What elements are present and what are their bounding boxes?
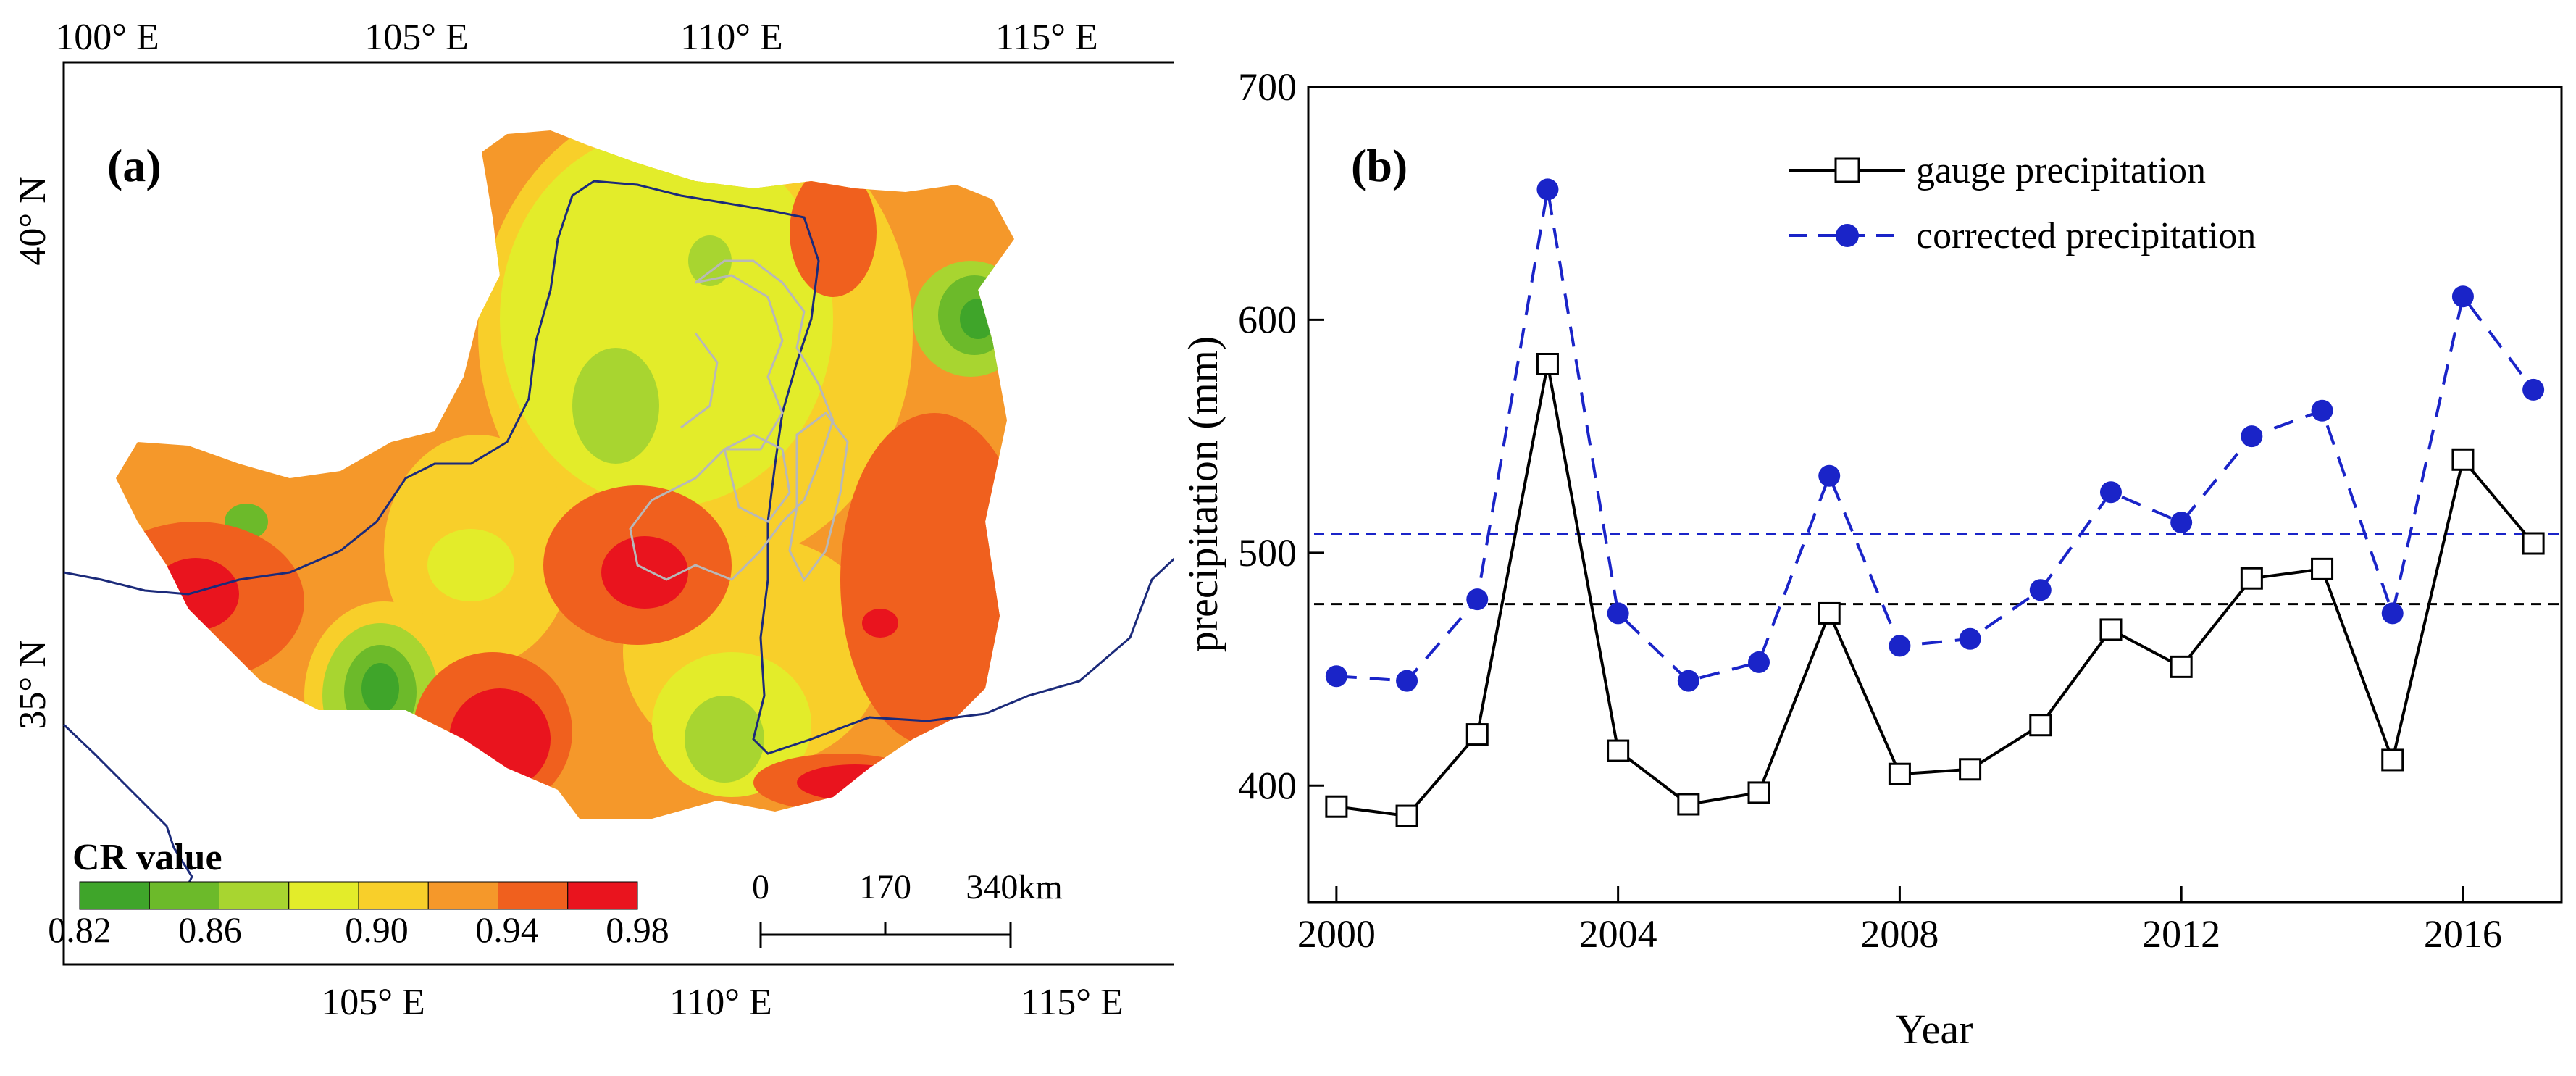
corrected-point bbox=[1748, 651, 1770, 673]
panel-label-b: (b) bbox=[1351, 140, 1408, 191]
corrected-point bbox=[1889, 635, 1911, 657]
legend-title: CR value bbox=[72, 837, 222, 878]
gauge-point bbox=[1607, 739, 1630, 762]
lon-bottom-label: 105° E bbox=[321, 982, 425, 1023]
y-tick-label: 600 bbox=[1238, 298, 1297, 341]
corrected-point bbox=[2311, 399, 2333, 422]
yellow-river bbox=[63, 180, 1176, 755]
legend-swatch bbox=[358, 881, 429, 910]
cr-field bbox=[116, 130, 1014, 819]
corrected-point bbox=[2381, 602, 2404, 625]
y-tick-label: 400 bbox=[1238, 764, 1297, 807]
lon-top-label: 110° E bbox=[680, 17, 783, 58]
gauge-point bbox=[2522, 532, 2545, 555]
legend-swatch bbox=[79, 881, 150, 910]
legend-marker-corrected bbox=[1836, 224, 1859, 247]
corrected-point bbox=[2099, 481, 2122, 504]
gauge-point bbox=[2381, 748, 2404, 772]
gauge-point bbox=[1959, 758, 1982, 781]
panel-label-a: (a) bbox=[107, 140, 162, 191]
legend-colorbar bbox=[79, 881, 638, 910]
legend-swatch bbox=[498, 881, 569, 910]
lon-bottom-label: 110° E bbox=[669, 982, 772, 1023]
x-tick-label: 2004 bbox=[1579, 912, 1657, 956]
corrected-series-line bbox=[1336, 189, 2535, 683]
y-axis-title: precipitation (mm) bbox=[1179, 336, 1226, 652]
corrected-point bbox=[1959, 627, 1981, 650]
y-tick-label: 700 bbox=[1238, 65, 1297, 109]
cr-legend: CR value 0.82 0.86 0.90 0.94 0.98 bbox=[48, 837, 669, 950]
map-panel: 100° E 105° E 110° E 115° E 105° E 110° … bbox=[0, 0, 1176, 1072]
legend-marker-gauge bbox=[1834, 157, 1860, 183]
gauge-point bbox=[2240, 567, 2263, 590]
plot-frame bbox=[1307, 86, 2563, 904]
corrected-point bbox=[1607, 602, 1629, 625]
lon-top-label: 105° E bbox=[364, 17, 469, 58]
gauge-point bbox=[2099, 618, 2123, 641]
legend-label-gauge: gauge precipitation bbox=[1916, 150, 2206, 191]
lat-label: 40° N bbox=[12, 176, 54, 265]
gauge-point bbox=[1465, 723, 1489, 746]
gauge-point bbox=[1536, 353, 1559, 375]
gauge-point bbox=[1325, 795, 1348, 818]
corrected-point bbox=[1677, 670, 1699, 692]
axes: 2000 2004 2008 2012 2016 400 500 600 700 bbox=[1238, 65, 2502, 956]
map-svg: 100° E 105° E 110° E 115° E 105° E 110° … bbox=[12, 17, 1176, 1023]
corrected-point bbox=[1325, 665, 1347, 688]
legend-swatch bbox=[149, 881, 219, 910]
legend-tick: 0.82 bbox=[48, 909, 112, 950]
reference-lines bbox=[1314, 533, 2559, 606]
legend-tick: 0.86 bbox=[178, 909, 242, 950]
corrected-point bbox=[1536, 178, 1559, 201]
scale-label: 340km bbox=[966, 868, 1062, 906]
chart-panel: 2000 2004 2008 2012 2016 400 500 600 700 (b) Yea… bbox=[1174, 0, 2576, 1072]
legend-swatch bbox=[288, 881, 359, 910]
corrected-point bbox=[1466, 588, 1489, 611]
corrected-point bbox=[1396, 670, 1418, 692]
x-tick-label: 2016 bbox=[2424, 912, 2502, 956]
x-tick-label: 2008 bbox=[1860, 912, 1939, 956]
corrected-point bbox=[1818, 464, 1841, 487]
legend-tick: 0.98 bbox=[606, 909, 669, 950]
lon-top-label: 115° E bbox=[995, 17, 1098, 58]
river-southwest bbox=[62, 723, 193, 899]
corrected-point bbox=[2029, 579, 2052, 601]
corrected-point bbox=[2241, 425, 2263, 448]
lon-bottom-label: 115° E bbox=[1021, 982, 1124, 1023]
gauge-point bbox=[2029, 714, 2052, 737]
gauge-point bbox=[1747, 781, 1770, 804]
corrected-point bbox=[2170, 512, 2193, 534]
legend-swatch bbox=[427, 881, 498, 910]
gauge-point bbox=[1818, 601, 1841, 625]
legend-tick: 0.94 bbox=[475, 909, 539, 950]
corrected-point bbox=[2451, 285, 2474, 308]
precipitation-chart: 2000 2004 2008 2012 2016 400 500 600 700 (b) Yea… bbox=[1179, 65, 2563, 1053]
x-tick-label: 2000 bbox=[1297, 912, 1376, 956]
legend-tick: 0.90 bbox=[345, 909, 409, 950]
gauge-point bbox=[2311, 557, 2334, 580]
lat-label: 35° N bbox=[12, 640, 54, 729]
x-axis-title: Year bbox=[1896, 1006, 1973, 1053]
sub-basins bbox=[629, 259, 849, 582]
scale-label: 0 bbox=[752, 868, 769, 906]
lon-top-label: 100° E bbox=[55, 17, 159, 58]
gauge-series-line bbox=[1336, 364, 2535, 818]
y-tick-label: 500 bbox=[1238, 531, 1297, 575]
legend-swatch bbox=[567, 881, 638, 910]
legend-swatch bbox=[219, 881, 290, 910]
chart-legend: gauge precipitation corrected precipitat… bbox=[1789, 150, 2256, 257]
gauge-point bbox=[1395, 804, 1418, 827]
gauge-point bbox=[1888, 762, 1911, 785]
legend-label-corrected: corrected precipitation bbox=[1916, 215, 2256, 257]
corrected-point bbox=[2522, 378, 2545, 401]
scale-bar: 0 170 340km bbox=[752, 868, 1063, 948]
gauge-point bbox=[1677, 793, 1700, 816]
gauge-point bbox=[2170, 655, 2193, 678]
gauge-point bbox=[2451, 448, 2475, 471]
series-layer bbox=[1325, 178, 2545, 827]
x-tick-label: 2012 bbox=[2142, 912, 2220, 956]
scale-label: 170 bbox=[859, 868, 911, 906]
